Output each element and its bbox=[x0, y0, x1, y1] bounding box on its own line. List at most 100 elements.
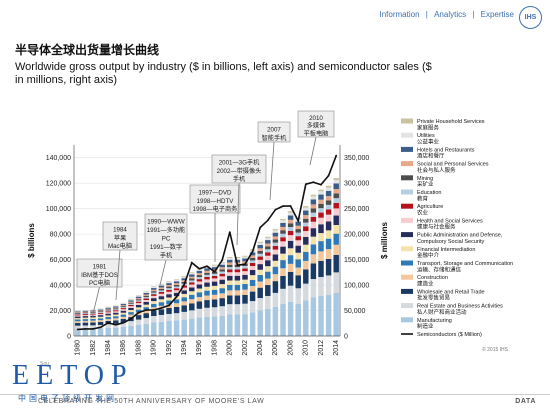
y-tick-label-right: 100,000 bbox=[344, 283, 369, 290]
bar-segment bbox=[242, 284, 248, 290]
bar-segment bbox=[249, 285, 256, 292]
callout-text: 1984 bbox=[113, 227, 127, 234]
callout-leader bbox=[269, 141, 275, 201]
bar-segment bbox=[75, 314, 81, 316]
bar-segment bbox=[257, 274, 263, 282]
bar-segment bbox=[181, 280, 187, 282]
bar-segment bbox=[189, 310, 195, 319]
bar-segment bbox=[128, 325, 134, 336]
callout-text: 2001—3G手机 bbox=[219, 159, 260, 167]
bar-segment bbox=[333, 244, 339, 256]
bar-segment bbox=[151, 315, 157, 323]
nav-expertise-link[interactable]: Expertise bbox=[480, 10, 514, 19]
bar-segment bbox=[272, 242, 279, 246]
bar-segment bbox=[97, 318, 104, 321]
semiconductor-sales-point bbox=[99, 326, 102, 329]
bar-segment bbox=[280, 220, 286, 223]
nav-information-link[interactable]: Information bbox=[379, 10, 420, 19]
bar-segment bbox=[318, 233, 324, 242]
bar-segment bbox=[204, 295, 210, 301]
bar-segment bbox=[158, 288, 165, 291]
bar-segment bbox=[97, 312, 104, 313]
bar-segment bbox=[166, 291, 172, 295]
bar-segment bbox=[189, 284, 195, 288]
bar-segment bbox=[90, 322, 96, 326]
bar-segment bbox=[113, 308, 119, 310]
bar-segment bbox=[219, 315, 225, 336]
bar-segment bbox=[151, 307, 157, 311]
bar-segment bbox=[105, 309, 111, 311]
bar-segment bbox=[135, 295, 142, 297]
bar-segment bbox=[211, 267, 218, 270]
semiconductor-sales-point bbox=[320, 183, 322, 186]
legend-swatch bbox=[401, 189, 413, 195]
ihs-logo[interactable]: IHS bbox=[519, 6, 542, 29]
semiconductor-sales-point bbox=[183, 283, 186, 286]
bar-segment bbox=[219, 267, 225, 270]
bar-segment bbox=[128, 312, 134, 315]
bar-segment bbox=[151, 310, 157, 316]
callout-text: 2002—带摄像头 bbox=[217, 167, 262, 175]
bar-segment bbox=[75, 316, 81, 319]
bar-segment bbox=[280, 260, 286, 269]
bar-segment bbox=[318, 212, 324, 218]
bar-segment bbox=[318, 276, 324, 297]
bar-segment bbox=[173, 303, 180, 307]
bar-segment bbox=[333, 255, 339, 273]
semiconductor-sales-point bbox=[251, 250, 254, 253]
bar-segment bbox=[249, 269, 256, 276]
legend-swatch bbox=[401, 132, 413, 138]
bar-segment bbox=[295, 259, 301, 268]
bar-segment bbox=[196, 292, 203, 297]
bar-segment bbox=[325, 221, 332, 231]
bar-segment bbox=[105, 311, 111, 313]
legend-label: Agriculture bbox=[417, 204, 443, 210]
bar-segment bbox=[219, 279, 225, 285]
callout-text: 2007 bbox=[267, 127, 281, 134]
bar-segment bbox=[196, 273, 203, 276]
bar-segment bbox=[234, 259, 241, 263]
bar-segment bbox=[105, 307, 111, 308]
bar-segment bbox=[181, 285, 187, 288]
x-tick-label: 1990 bbox=[151, 340, 158, 356]
bar-segment bbox=[189, 278, 195, 281]
bar-segment bbox=[318, 260, 324, 277]
legend-label: 采矿业 bbox=[417, 180, 434, 188]
semiconductor-sales-point bbox=[114, 323, 117, 326]
bar-segment bbox=[249, 263, 256, 267]
bar-segment bbox=[82, 319, 89, 321]
nav-analytics-link[interactable]: Analytics bbox=[434, 10, 467, 19]
bar-segment bbox=[272, 249, 279, 255]
bar-segment bbox=[303, 207, 309, 211]
semiconductor-sales-point bbox=[160, 307, 163, 309]
bar-segment bbox=[333, 292, 339, 336]
legend-label: Social and Personal Services bbox=[417, 162, 489, 168]
bar-segment bbox=[90, 317, 96, 319]
bar-segment bbox=[181, 276, 187, 279]
bar-segment bbox=[242, 261, 248, 264]
bar-segment bbox=[242, 289, 248, 295]
bar-segment bbox=[158, 290, 165, 292]
footer-data-label: DATA bbox=[515, 398, 536, 405]
bar-segment bbox=[105, 328, 111, 336]
bar-segment bbox=[249, 252, 256, 256]
bar-segment bbox=[173, 284, 180, 287]
bar-segment bbox=[75, 325, 81, 330]
bar-segment bbox=[166, 281, 172, 284]
x-tick-label: 1996 bbox=[196, 340, 203, 356]
bar-segment bbox=[211, 299, 218, 308]
semiconductor-sales-point bbox=[289, 205, 292, 208]
semiconductor-sales-point bbox=[206, 265, 208, 268]
bar-segment bbox=[318, 241, 324, 252]
bar-segment bbox=[310, 263, 317, 280]
bar-segment bbox=[113, 312, 119, 315]
y-tick-label-right: 150,000 bbox=[344, 257, 369, 264]
bar-segment bbox=[189, 294, 195, 300]
nav-separator: | bbox=[425, 10, 428, 19]
bar-segment bbox=[280, 275, 286, 289]
bar-segment bbox=[204, 282, 210, 287]
bar-segment bbox=[143, 297, 149, 299]
bar-segment bbox=[135, 324, 142, 336]
bar-segment bbox=[265, 278, 271, 286]
